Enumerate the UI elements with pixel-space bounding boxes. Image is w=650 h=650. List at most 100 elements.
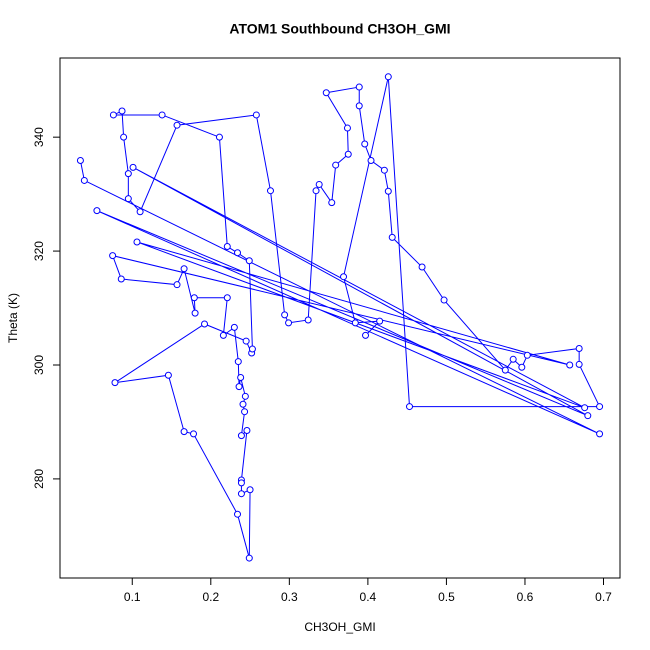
data-point — [380, 166, 388, 174]
y-axis-label: Theta (K) — [6, 293, 20, 343]
x-tick-label: 0.1 — [124, 590, 141, 604]
data-point — [355, 83, 363, 91]
data-point — [237, 432, 245, 440]
x-tick-label: 0.3 — [281, 590, 298, 604]
data-point — [164, 371, 172, 379]
data-point — [518, 363, 526, 371]
data-point — [343, 124, 351, 132]
data-point — [406, 403, 414, 411]
data-point — [384, 73, 392, 81]
data-point — [215, 133, 223, 141]
data-point — [266, 187, 274, 195]
data-point — [191, 309, 199, 317]
data-point — [581, 404, 589, 412]
data-point — [344, 150, 352, 158]
data-point — [201, 320, 209, 328]
data-point — [312, 187, 320, 195]
data-point — [241, 408, 249, 416]
data-point — [384, 187, 392, 195]
data-point — [180, 265, 188, 273]
data-point — [180, 428, 188, 436]
data-point — [234, 358, 242, 366]
y-tick-label: 300 — [32, 355, 46, 375]
data-point — [136, 208, 144, 216]
chart-title: ATOM1 Southbound CH3OH_GMI — [229, 21, 450, 37]
y-tick-label: 340 — [32, 127, 46, 147]
data-point — [509, 355, 517, 363]
y-tick-label: 280 — [32, 469, 46, 489]
data-point — [281, 311, 289, 319]
x-tick-label: 0.5 — [438, 590, 455, 604]
data-point — [388, 233, 396, 241]
data-point — [575, 344, 583, 352]
data-point — [246, 486, 254, 494]
data-point — [223, 294, 231, 302]
data-point — [237, 374, 245, 382]
data-point — [111, 379, 119, 387]
data-point — [332, 161, 340, 169]
data-point — [124, 170, 132, 178]
data-point — [237, 490, 245, 498]
data-point — [158, 111, 166, 119]
x-axis-label: CH3OH_GMI — [304, 620, 375, 634]
data-point — [351, 319, 359, 327]
data-point — [234, 510, 242, 518]
data-point — [440, 296, 448, 304]
data-point — [219, 331, 227, 339]
data-point — [109, 111, 117, 119]
data-point — [248, 345, 256, 353]
data-point — [566, 361, 574, 369]
data-point — [304, 316, 312, 324]
data-point — [252, 111, 260, 119]
data-point — [285, 319, 293, 327]
data-point — [109, 252, 117, 260]
x-tick-label: 0.4 — [360, 590, 377, 604]
data-point — [584, 412, 592, 420]
data-point — [418, 263, 426, 271]
data-point — [328, 199, 336, 207]
data-point — [76, 157, 84, 165]
data-point — [173, 281, 181, 289]
data-point — [523, 351, 531, 359]
data-point — [315, 180, 323, 188]
data-point — [361, 140, 369, 148]
data-point — [596, 403, 604, 411]
plot-frame — [59, 57, 621, 579]
x-tick-label: 0.7 — [595, 590, 612, 604]
x-tick-label: 0.2 — [202, 590, 219, 604]
data-point — [355, 102, 363, 110]
data-point — [237, 479, 245, 487]
data-point — [235, 383, 243, 391]
data-point — [230, 323, 238, 331]
data-point — [173, 121, 181, 129]
data-point — [190, 430, 198, 438]
data-point — [501, 366, 509, 374]
data-point — [120, 133, 128, 141]
data-point — [93, 207, 101, 215]
data-point — [133, 238, 141, 246]
data-point — [129, 163, 137, 171]
data-point — [575, 360, 583, 368]
data-point — [596, 430, 604, 438]
data-point — [124, 195, 132, 203]
data-line — [79, 76, 601, 559]
data-point — [367, 157, 375, 165]
data-point — [242, 337, 250, 345]
x-tick-label: 0.6 — [517, 590, 534, 604]
data-point — [118, 107, 126, 115]
data-point — [340, 273, 348, 281]
data-point — [376, 317, 384, 325]
y-tick-label: 320 — [32, 241, 46, 261]
data-point — [243, 426, 251, 434]
data-point — [241, 392, 249, 400]
data-point — [80, 176, 88, 184]
data-point — [362, 331, 370, 339]
data-point — [322, 89, 330, 97]
data-point — [190, 294, 198, 302]
data-point — [223, 243, 231, 251]
data-point — [117, 275, 125, 283]
data-point — [234, 249, 242, 257]
data-point — [245, 554, 253, 562]
data-point — [239, 400, 247, 408]
